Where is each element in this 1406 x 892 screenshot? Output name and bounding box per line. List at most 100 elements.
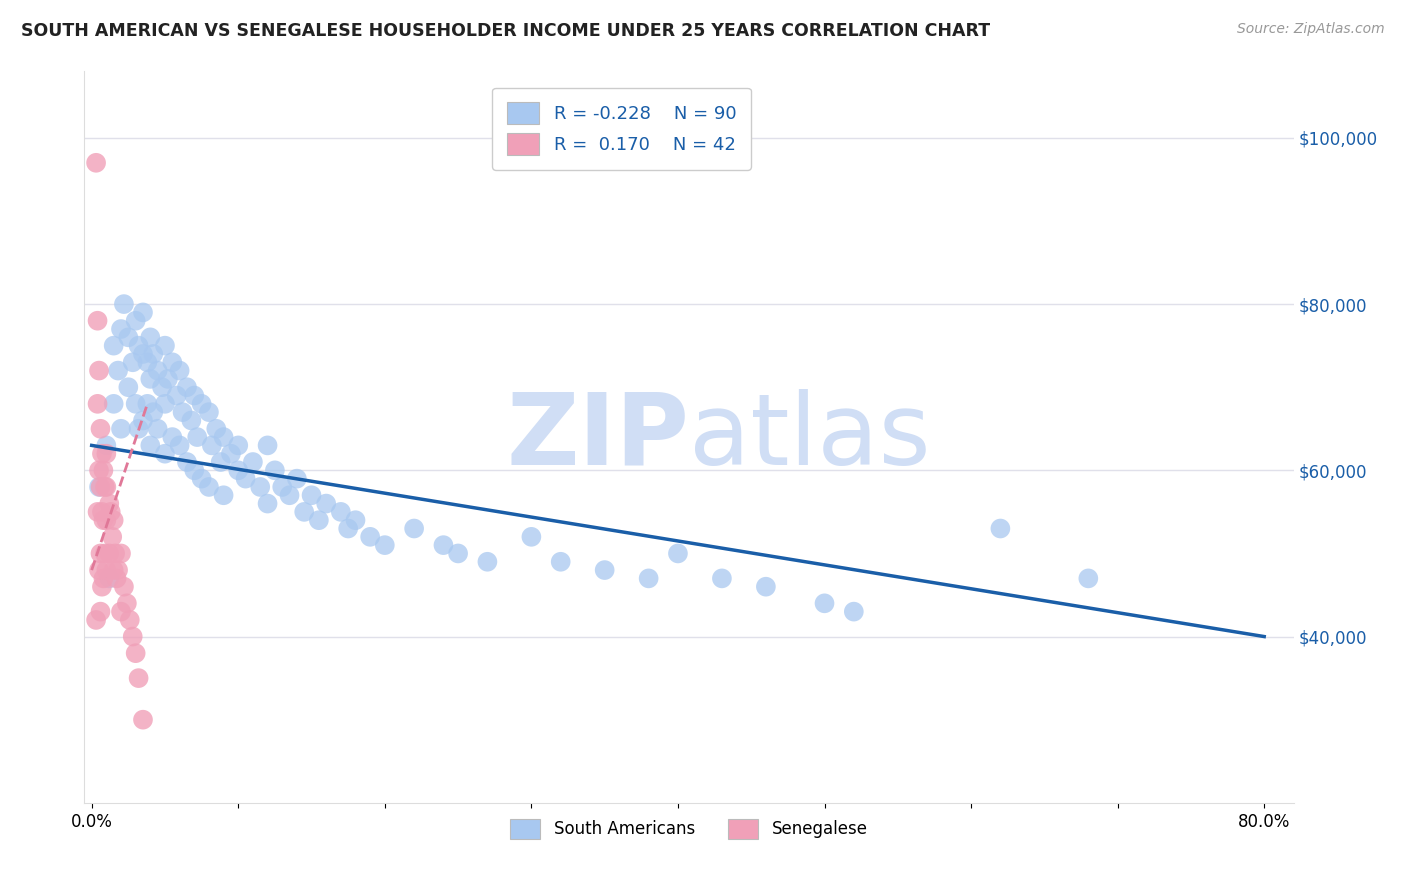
- Point: [153, 339, 176, 353]
- Point: [93, 571, 115, 585]
- Point: [86, 397, 108, 411]
- Point: [107, 563, 129, 577]
- Point: [278, 488, 301, 502]
- Point: [226, 438, 249, 452]
- Point: [172, 405, 194, 419]
- Point: [87, 480, 110, 494]
- Point: [990, 521, 1012, 535]
- Point: [242, 455, 264, 469]
- Point: [101, 530, 124, 544]
- Point: [169, 363, 191, 377]
- Point: [235, 472, 257, 486]
- Point: [110, 546, 132, 560]
- Point: [153, 397, 176, 411]
- Point: [550, 555, 572, 569]
- Point: [264, 463, 287, 477]
- Point: [162, 355, 184, 369]
- Point: [112, 580, 135, 594]
- Point: [89, 480, 111, 494]
- Point: [103, 513, 125, 527]
- Point: [84, 156, 107, 170]
- Point: [87, 363, 110, 377]
- Point: [256, 497, 278, 511]
- Point: [132, 413, 155, 427]
- Point: [124, 397, 146, 411]
- Point: [271, 480, 294, 494]
- Point: [404, 521, 426, 535]
- Point: [359, 530, 381, 544]
- Point: [139, 330, 162, 344]
- Point: [96, 438, 118, 452]
- Point: [124, 646, 146, 660]
- Point: [91, 447, 114, 461]
- Point: [128, 339, 150, 353]
- Point: [142, 405, 165, 419]
- Point: [637, 571, 659, 585]
- Point: [96, 480, 118, 494]
- Point: [186, 430, 208, 444]
- Point: [153, 447, 176, 461]
- Point: [110, 422, 132, 436]
- Point: [132, 713, 155, 727]
- Point: [447, 546, 470, 560]
- Point: [139, 372, 162, 386]
- Point: [249, 480, 271, 494]
- Point: [89, 605, 111, 619]
- Point: [93, 513, 115, 527]
- Point: [105, 571, 128, 585]
- Point: [219, 447, 242, 461]
- Text: ZIP: ZIP: [506, 389, 689, 485]
- Point: [315, 497, 337, 511]
- Point: [146, 363, 169, 377]
- Point: [842, 605, 865, 619]
- Point: [121, 355, 143, 369]
- Point: [110, 605, 132, 619]
- Point: [212, 488, 235, 502]
- Point: [87, 463, 110, 477]
- Point: [98, 571, 121, 585]
- Point: [128, 671, 150, 685]
- Point: [198, 405, 221, 419]
- Text: SOUTH AMERICAN VS SENEGALESE HOUSEHOLDER INCOME UNDER 25 YEARS CORRELATION CHART: SOUTH AMERICAN VS SENEGALESE HOUSEHOLDER…: [21, 22, 990, 40]
- Point: [1077, 571, 1099, 585]
- Point: [96, 513, 118, 527]
- Point: [103, 397, 125, 411]
- Point: [100, 505, 122, 519]
- Point: [136, 355, 159, 369]
- Point: [112, 297, 135, 311]
- Point: [146, 422, 169, 436]
- Point: [666, 546, 689, 560]
- Point: [205, 422, 228, 436]
- Point: [94, 480, 117, 494]
- Point: [169, 438, 191, 452]
- Point: [183, 463, 205, 477]
- Point: [201, 438, 224, 452]
- Point: [176, 455, 198, 469]
- Point: [132, 305, 155, 319]
- Point: [91, 580, 114, 594]
- Point: [308, 513, 330, 527]
- Point: [190, 397, 212, 411]
- Point: [107, 363, 129, 377]
- Point: [198, 480, 221, 494]
- Point: [344, 513, 367, 527]
- Text: Source: ZipAtlas.com: Source: ZipAtlas.com: [1237, 22, 1385, 37]
- Point: [150, 380, 173, 394]
- Point: [432, 538, 454, 552]
- Point: [89, 546, 111, 560]
- Point: [139, 438, 162, 452]
- Point: [520, 530, 543, 544]
- Point: [190, 472, 212, 486]
- Point: [136, 397, 159, 411]
- Point: [156, 372, 179, 386]
- Point: [103, 563, 125, 577]
- Point: [93, 463, 115, 477]
- Point: [117, 330, 139, 344]
- Point: [86, 314, 108, 328]
- Point: [226, 463, 249, 477]
- Legend: South Americans, Senegalese: South Americans, Senegalese: [503, 812, 875, 846]
- Point: [118, 613, 141, 627]
- Point: [128, 422, 150, 436]
- Point: [86, 505, 108, 519]
- Point: [176, 380, 198, 394]
